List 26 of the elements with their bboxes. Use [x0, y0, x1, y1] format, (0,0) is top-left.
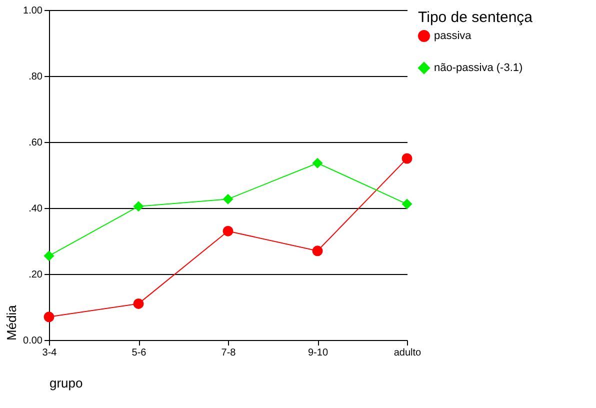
y-tick-label: .40: [28, 204, 43, 214]
point: [133, 201, 144, 212]
point: [402, 198, 412, 210]
point: [222, 194, 234, 204]
x-tick-label: adulto: [394, 348, 422, 358]
point: [402, 153, 412, 164]
y-tick-label: .60: [28, 138, 43, 148]
x-tick-label: 3-4: [42, 348, 58, 358]
y-tick-label: 0.00: [23, 336, 43, 346]
point: [312, 246, 323, 256]
x-axis-title: grupo: [50, 376, 83, 390]
point: [44, 312, 54, 322]
point: [44, 250, 54, 262]
x-tick-label: 7-8: [221, 348, 236, 358]
y-axis-title: Média: [4, 304, 20, 340]
y-tick-label: .20: [28, 270, 43, 280]
point: [222, 226, 234, 236]
point: [312, 158, 323, 168]
y-tick-label: .80: [28, 72, 43, 82]
y-tick-label: 1.00: [23, 6, 43, 16]
legend-label: passiva: [434, 30, 472, 42]
point: [133, 298, 144, 309]
legend-title: Tipo de sentença: [418, 9, 534, 26]
x-tick-label: 9-10: [308, 348, 328, 358]
legend-label: não-passiva (-3.1): [434, 62, 523, 74]
x-tick-label: 5-6: [132, 348, 147, 358]
